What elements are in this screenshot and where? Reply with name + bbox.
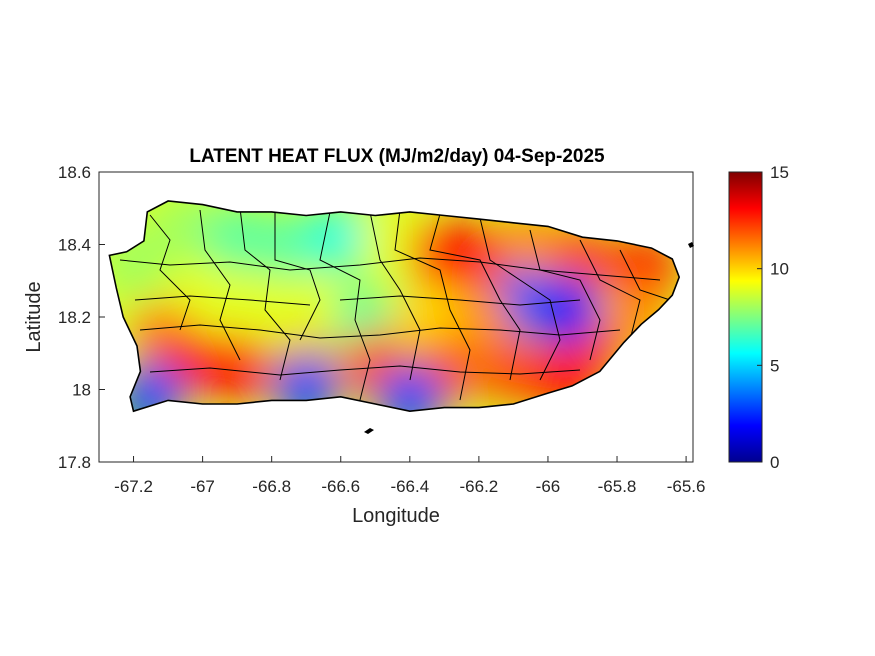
x-tick-label: -66.6 xyxy=(321,477,360,496)
x-tick-label: -66 xyxy=(536,477,561,496)
heat-sample-8 xyxy=(496,210,565,279)
x-axis: -67.2 -67 -66.8 -66.6 -66.4 -66.2 -66 -65.8 -65.… xyxy=(114,456,705,496)
x-tick-label: -66.8 xyxy=(252,477,291,496)
heat-sample-2 xyxy=(203,203,272,272)
heat-sample-4 xyxy=(306,203,375,272)
y-tick-label: 18 xyxy=(72,381,91,400)
colorbar-axis: 0 5 10 15 xyxy=(757,163,789,472)
colorbar-tick-label: 5 xyxy=(770,356,779,375)
colorbar xyxy=(728,171,763,463)
x-tick-label: -67 xyxy=(190,477,215,496)
island-outline xyxy=(108,200,681,413)
heat-sample-18 xyxy=(272,275,341,344)
islet-caja-de-muertos xyxy=(364,428,374,434)
x-tick-label: -66.4 xyxy=(390,477,429,496)
x-tick-label: -66.2 xyxy=(460,477,499,496)
y-tick-label: 18.2 xyxy=(58,308,91,327)
y-tick-label: 18.6 xyxy=(58,163,91,182)
heat-sample-7 xyxy=(444,225,513,293)
y-tick-label: 18.4 xyxy=(58,236,91,255)
heat-sample-27 xyxy=(479,337,548,406)
heat-sample-3 xyxy=(254,210,323,279)
heat-sample-31 xyxy=(375,366,444,412)
y-axis-label: Latitude xyxy=(23,281,45,352)
heat-blobs xyxy=(109,201,679,412)
heatmap-field xyxy=(109,201,680,412)
heat-sample-23 xyxy=(203,333,272,402)
heat-sample-1 xyxy=(151,201,220,261)
colorbar-tick-label: 15 xyxy=(770,163,789,182)
colorbar-tick-label: 10 xyxy=(770,260,789,279)
chart-title: LATENT HEAT FLUX (MJ/m2/day) 04-Sep-2025 xyxy=(189,146,605,167)
y-axis: 17.8 18 18.2 18.4 18.6 xyxy=(58,163,105,472)
municipality-boundaries xyxy=(119,207,671,401)
colorbar-tick-label: 0 xyxy=(770,453,779,472)
x-tick-label: -65.8 xyxy=(598,477,637,496)
heat-sample-19 xyxy=(220,275,289,344)
heat-sample-5 xyxy=(358,203,427,272)
heat-sample-16 xyxy=(393,283,462,351)
x-tick-label: -67.2 xyxy=(114,477,153,496)
y-tick-label: 17.8 xyxy=(58,453,91,472)
x-axis-label: Longitude xyxy=(352,505,440,527)
x-tick-label: -65.6 xyxy=(667,477,706,496)
islet-east xyxy=(688,242,694,248)
